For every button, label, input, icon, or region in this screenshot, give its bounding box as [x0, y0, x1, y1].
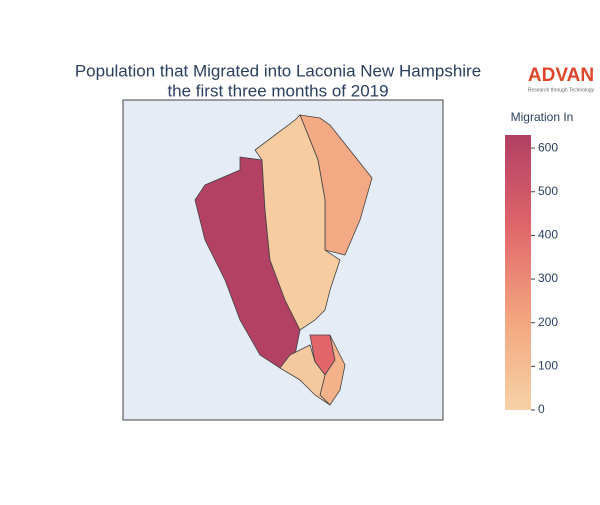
logo-tagline: Research through Technology [528, 87, 595, 93]
colorbar-title: Migration In [511, 110, 574, 124]
colorbar-tick-label: 600 [538, 140, 558, 154]
region [279, 344, 331, 406]
colorbar-tick-label: 500 [538, 184, 558, 198]
colorbar [505, 135, 531, 410]
chart-title: Population that Migrated into Laconia Ne… [75, 61, 481, 80]
regions [194, 114, 373, 406]
colorbar-tick-label: 400 [538, 228, 558, 242]
colorbar-tick-label: 100 [538, 359, 558, 373]
colorbar-tick-label: 300 [538, 271, 558, 285]
logo-name: ADVAN [528, 65, 594, 86]
colorbar-tick-label: 0 [538, 402, 545, 416]
region [254, 114, 341, 331]
chart-subtitle: the first three months of 2019 [167, 81, 388, 100]
colorbar-tick-label: 200 [538, 315, 558, 329]
